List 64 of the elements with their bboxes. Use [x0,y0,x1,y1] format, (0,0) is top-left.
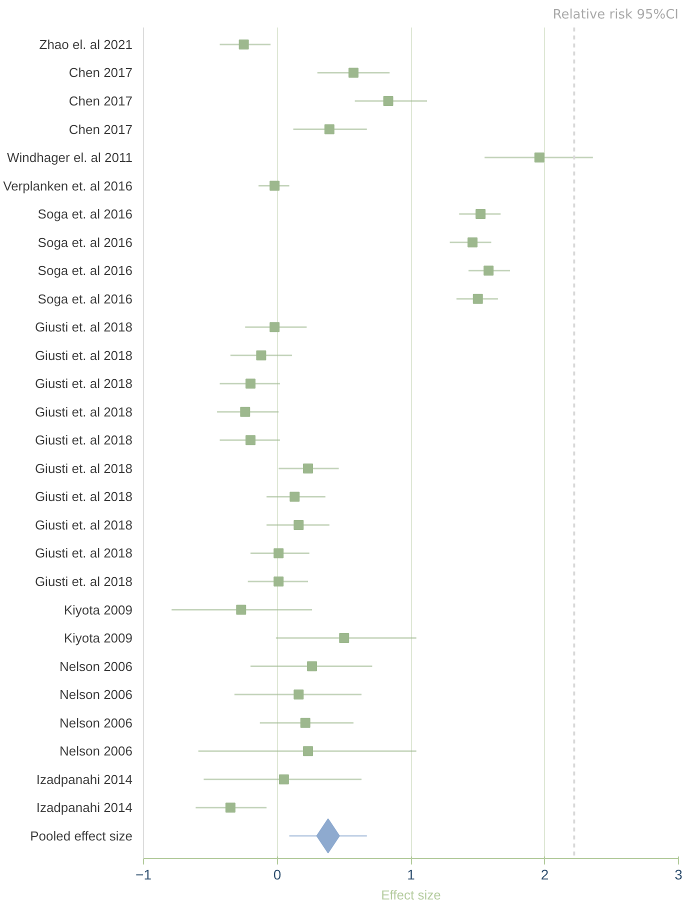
y-tick-label: Soga et. al 2016 [38,263,133,278]
chart-title: Relative risk 95%CI [552,8,679,22]
point [476,209,486,220]
point [246,435,256,446]
point [256,350,266,360]
y-tick-label: Giusti et. al 2018 [34,460,133,476]
point [278,774,289,784]
x-axis-title: Effect size [381,888,441,902]
y-tick-label: Giusti et. al 2018 [34,376,133,392]
y-tick-label: Nelson 2006 [60,658,132,674]
x-tick-label: 2 [540,866,549,882]
y-tick-label: Giusti et. al 2018 [34,546,133,561]
point [238,39,249,50]
y-tick-label: Soga et. al 2016 [38,206,133,222]
point [339,633,350,644]
x-tick-label: 0 [273,866,282,882]
y-tick-label: Kiyota 2009 [64,630,133,646]
point [236,604,246,615]
y-tick-label: Giusti et. al 2018 [34,574,133,589]
point [303,463,314,474]
y-tick-label: Soga et. al 2016 [38,234,133,250]
x-tick-label: 3 [674,866,683,882]
y-tick-label: Windhager el. al 2011 [6,150,133,166]
point [348,68,358,78]
y-tick-label: Giusti et. al 2018 [34,489,133,504]
y-tick-label: Soga et. al 2016 [38,291,133,306]
point [534,152,544,163]
y-tick-label: Izadpanahi 2014 [36,800,133,816]
point [270,180,280,191]
y-tick-label: Nelson 2006 [60,744,132,759]
y-tick-label: Nelson 2006 [60,715,132,730]
y-tick-label: Verplanken et. al 2016 [3,178,133,194]
point [246,378,256,389]
point [324,124,334,134]
point [270,322,280,332]
y-tick-label: Izadpanahi 2014 [36,772,133,787]
y-tick-label: Kiyota 2009 [64,602,133,618]
point [300,718,310,728]
y-tick-label: Giusti et. al 2018 [34,320,133,335]
y-tick-label: Giusti et. al 2018 [34,517,133,532]
point [290,492,300,502]
y-tick-label: Giusti et. al 2018 [34,432,133,448]
y-tick-label: Zhao el. al 2021 [39,36,132,52]
point [468,237,478,248]
y-tick-label: Pooled effect size [30,828,133,844]
y-tick-label: Nelson 2006 [60,687,132,702]
point [225,802,236,813]
point [294,690,304,700]
y-tick-label: Giusti et. al 2018 [34,348,133,363]
point [484,266,494,276]
y-tick-label: Chen 2017 [68,93,133,108]
point [274,548,284,558]
point [303,746,314,756]
y-tick-label: Chen 2017 [68,122,133,137]
point [383,96,394,106]
x-tick-label: −1 [136,866,152,882]
x-tick-label: 1 [407,866,416,882]
y-tick-label: Giusti et. al 2018 [34,404,133,420]
y-tick-label: Chen 2017 [68,65,133,80]
point [294,520,304,530]
point [307,661,318,672]
point [240,406,250,417]
point [274,576,284,586]
point [472,294,483,304]
